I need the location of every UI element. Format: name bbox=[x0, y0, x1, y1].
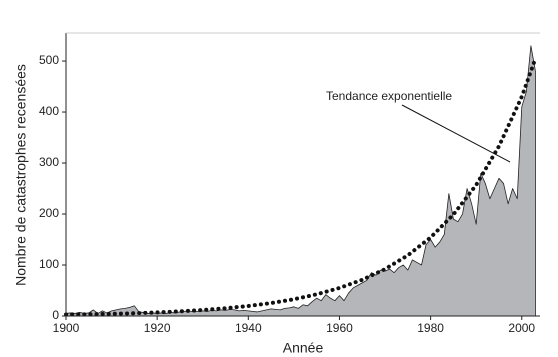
x-tick-label: 1980 bbox=[417, 321, 444, 335]
annotation: Tendance exponentielle bbox=[326, 89, 452, 103]
y-tick-label: 200 bbox=[39, 206, 59, 220]
annotation-pointer bbox=[401, 104, 511, 163]
x-axis-label: Année bbox=[283, 340, 324, 356]
trend-line bbox=[64, 56, 538, 317]
x-tick-label: 1920 bbox=[144, 321, 171, 335]
x-tick-label: 1900 bbox=[53, 321, 80, 335]
y-tick-label: 0 bbox=[52, 308, 59, 322]
area bbox=[65, 45, 536, 317]
y-tick-label: 100 bbox=[39, 257, 59, 271]
x-tick-label: 1960 bbox=[326, 321, 353, 335]
y-tick-label: 400 bbox=[39, 104, 59, 118]
x-tick-label: 2000 bbox=[508, 321, 535, 335]
y-tick-label: 300 bbox=[39, 155, 59, 169]
x-tick-label: 1940 bbox=[235, 321, 262, 335]
y-tick-label: 500 bbox=[39, 53, 59, 67]
y-axis-label: Nombre de catastrophes recensées bbox=[13, 64, 29, 286]
